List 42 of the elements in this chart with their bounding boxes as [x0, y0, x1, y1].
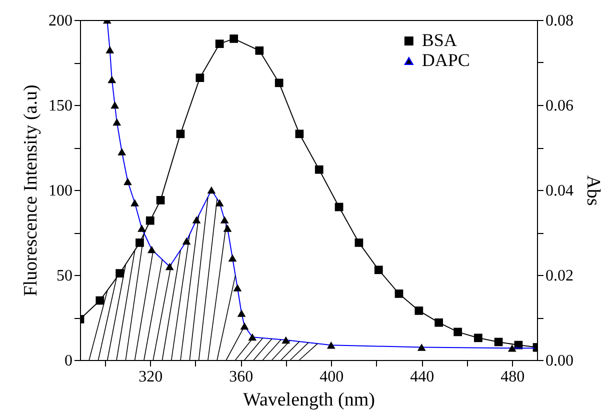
point [96, 296, 104, 305]
point [295, 130, 304, 138]
x-axis-title: Wavelength (nm) [243, 390, 375, 410]
point [414, 306, 424, 315]
point [156, 196, 165, 204]
x-tick-label: 360 [229, 368, 254, 386]
point [394, 290, 404, 298]
y-tick-label: 100 [48, 182, 72, 200]
point [494, 338, 503, 346]
y2-tick-label: 0.00 [546, 352, 574, 370]
legend-label: BSA [422, 30, 457, 50]
legend-label: DAPC [422, 50, 470, 70]
x-tick-label: 440 [410, 368, 434, 386]
point [354, 238, 364, 247]
point [176, 130, 185, 138]
x-tick-label: 480 [500, 368, 525, 386]
point [116, 269, 124, 278]
point [454, 328, 462, 336]
point [255, 46, 264, 55]
point [334, 202, 344, 212]
point [374, 266, 383, 274]
point [474, 334, 482, 342]
y2-tick-label: 0.06 [546, 98, 574, 114]
point [136, 238, 144, 247]
y2-axis-title: Abs [582, 175, 604, 206]
point [274, 78, 284, 88]
x-tick-label: 320 [138, 368, 163, 386]
point [314, 165, 324, 174]
point [146, 216, 154, 225]
y2-tick-label: 0.08 [546, 12, 574, 30]
point [230, 34, 238, 43]
y-tick-label: 200 [48, 12, 72, 30]
point [215, 40, 224, 48]
y2-tick-label: 0.02 [546, 268, 574, 284]
y2-tick-label: 0.04 [546, 182, 574, 200]
point [434, 318, 443, 327]
y-axis-title: Fluorescence Intensity (a.u) [20, 84, 42, 296]
x-tick-label: 400 [320, 368, 344, 386]
y-tick-label: 0 [64, 352, 72, 370]
y-tick-label: 150 [48, 98, 72, 114]
y-tick-label: 50 [56, 268, 72, 284]
point [196, 74, 204, 82]
